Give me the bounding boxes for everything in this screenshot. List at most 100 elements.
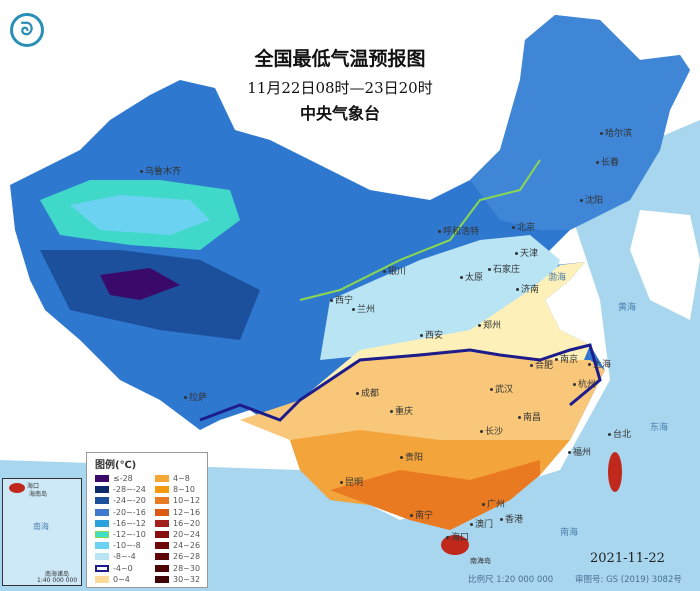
legend-item: -4~0	[87, 563, 147, 574]
legend-label: -28~-24	[113, 485, 146, 495]
legend-label: 26~28	[173, 552, 201, 562]
tarim-core	[70, 195, 210, 235]
sea-label: 黄海	[618, 303, 637, 313]
legend: 图例(℃) ≤-28 -28~-24 -24~-20 -20~-16 -16~-12 -1…	[86, 452, 208, 588]
legend-swatch	[155, 553, 169, 561]
city-label: 济南	[516, 282, 539, 295]
legend-swatch	[155, 531, 169, 539]
city-label: 沈阳	[580, 193, 603, 206]
city-label: 昆明	[340, 475, 363, 488]
legend-item: -12~-10	[87, 529, 147, 540]
legend-label: -20~-16	[113, 507, 146, 517]
city-label: 上海	[588, 357, 611, 370]
city-label: 西安	[420, 328, 443, 341]
city-label: 贵阳	[400, 450, 423, 463]
city-label: 哈尔滨	[600, 126, 632, 139]
legend-label: 28~30	[173, 563, 201, 573]
legend-swatch	[155, 575, 169, 583]
city-label: 澳门	[470, 517, 493, 530]
legend-item: 28~30	[147, 563, 207, 574]
korea-landmass	[630, 210, 700, 320]
city-label: 杭州	[573, 377, 596, 390]
legend-label: 4~8	[173, 474, 190, 484]
legend-swatch	[155, 564, 169, 572]
inset-label: 1:40 000 000	[37, 577, 78, 584]
city-label: 重庆	[390, 404, 413, 417]
city-label: 天津	[515, 246, 538, 259]
legend-item: 4~8	[147, 473, 207, 484]
legend-item: -28~-24	[87, 484, 147, 495]
legend-swatch	[95, 564, 109, 572]
city-label: 台北	[608, 427, 631, 440]
city-label: 南昌	[518, 410, 541, 423]
city-label: 北京	[512, 220, 535, 233]
city-label: 南宁	[410, 508, 433, 521]
map-scale: 比例尺 1:20 000 000	[468, 575, 554, 585]
city-label: 拉萨	[184, 390, 207, 403]
sea-label: 渤海	[548, 273, 567, 283]
sea-label: 南海	[560, 528, 579, 538]
legend-item: 12~16	[147, 507, 207, 518]
tibet-coldest	[100, 268, 180, 300]
legend-label: 20~24	[173, 530, 201, 540]
city-label: 武汉	[490, 382, 513, 395]
legend-swatch	[155, 519, 169, 527]
legend-swatch	[95, 531, 109, 539]
legend-item: -8~-4	[87, 551, 147, 562]
legend-swatch	[95, 508, 109, 516]
inset-label: 南海诸岛	[45, 571, 70, 578]
issuer: 中央气象台	[299, 104, 380, 123]
city-label: 香港	[500, 512, 523, 525]
city-label: 长沙	[480, 424, 503, 437]
city-label: 海口	[446, 530, 469, 543]
city-label: 合肥	[530, 358, 553, 371]
city-label: 福州	[568, 445, 591, 458]
legend-title: 图例(℃)	[95, 460, 137, 471]
city-label: 银川	[383, 264, 406, 277]
legend-item: ≤-28	[87, 473, 147, 484]
legend-label: 0~4	[113, 574, 130, 584]
forecast-period: 11月22日08时—23日20时	[247, 79, 433, 97]
city-label: 兰州	[352, 302, 375, 315]
legend-swatch	[155, 508, 169, 516]
legend-swatch	[95, 486, 109, 494]
legend-item: 26~28	[147, 551, 207, 562]
south-china-sea-inset: 海口 海南岛 南海 南海诸岛 1:40 000 000	[2, 478, 82, 586]
legend-item: 8~10	[147, 484, 207, 495]
legend-swatch	[95, 497, 109, 505]
legend-column: 4~8 8~10 10~12 12~16 16~20 20~24 24~26 26~28 28~…	[147, 473, 207, 585]
city-label: 成都	[356, 386, 379, 399]
legend-label: -24~-20	[113, 496, 146, 506]
legend-label: 8~10	[173, 485, 195, 495]
legend-label: 16~20	[173, 518, 201, 528]
inset-label: 南海	[33, 522, 49, 531]
legend-swatch	[95, 575, 109, 583]
legend-label: 12~16	[173, 507, 201, 517]
legend-label: -4~0	[113, 563, 133, 573]
review-number: 审图号: GS (2019) 3082号	[575, 575, 682, 585]
legend-swatch	[95, 553, 109, 561]
legend-swatch	[95, 475, 109, 483]
coast-hot-band	[330, 460, 540, 530]
legend-label: 10~12	[173, 496, 201, 506]
legend-swatch	[155, 475, 169, 483]
legend-label: -10~-8	[113, 541, 141, 551]
legend-label: 24~26	[173, 541, 201, 551]
sea-label: 南海岛	[470, 557, 491, 565]
city-label: 西宁	[330, 293, 353, 306]
east-mild-region	[300, 262, 590, 400]
legend-item: 10~12	[147, 495, 207, 506]
legend-item: -10~-8	[87, 540, 147, 551]
legend-label: -16~-12	[113, 518, 146, 528]
minus-12-contour	[299, 159, 541, 301]
legend-swatch	[95, 519, 109, 527]
inset-label: 海南岛	[29, 491, 48, 498]
city-label: 石家庄	[488, 262, 520, 275]
legend-item: 20~24	[147, 529, 207, 540]
legend-label: -12~-10	[113, 530, 146, 540]
northeast-cold-band	[470, 15, 690, 230]
legend-item: 0~4	[87, 574, 147, 585]
inset-label: 海口	[27, 483, 40, 490]
